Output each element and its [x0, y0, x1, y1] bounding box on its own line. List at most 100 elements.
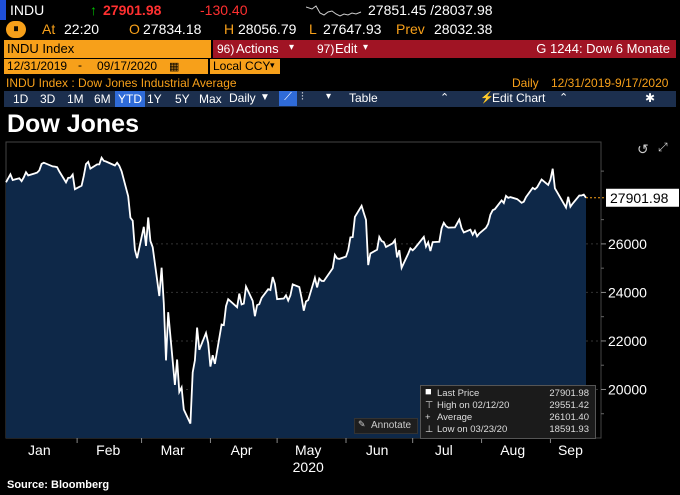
last-price-tag: 27901.98	[610, 190, 669, 206]
series-line	[5, 155, 587, 424]
legend-row: ■ Last Price 27901.98	[425, 386, 591, 400]
date-range-label: 12/31/2019-9/17/2020	[551, 76, 669, 90]
security-field[interactable]: INDU Index	[4, 40, 211, 58]
y-tick-label: 26000	[608, 236, 647, 252]
line-chart-icon[interactable]: ⟋	[279, 91, 297, 106]
chart-legend: ■ Last Price 27901.98 ⊤ High on 02/12/20 2955…	[420, 385, 596, 439]
y-tick-label: 20000	[608, 381, 647, 397]
legend-label: Average	[437, 412, 473, 423]
undo-icon[interactable]: ↺	[637, 141, 649, 157]
function-bar: 96) Actions ▾ 97) Edit ▾ G 1244: Dow 6 M…	[213, 40, 676, 58]
range-button-6m[interactable]: 6M	[94, 92, 111, 106]
range-button-1d[interactable]: 1D	[13, 92, 29, 106]
legend-marker: +	[425, 412, 431, 423]
range-button-1m[interactable]: 1M	[67, 92, 84, 106]
actions-menu[interactable]: Actions	[236, 41, 279, 56]
expand-icon[interactable]: ⌃	[559, 92, 569, 104]
day-range: 27851.45 /28037.98	[368, 2, 493, 18]
prev-label: Prev	[396, 21, 425, 37]
x-tick-label: Jun	[366, 442, 389, 458]
actions-dropdown-icon[interactable]: ▾	[289, 42, 295, 53]
chart-title: Dow Jones	[7, 110, 139, 138]
high-label: H	[224, 21, 235, 37]
y-tick-label: 22000	[608, 333, 647, 349]
fullscreen-icon[interactable]: ⤢	[658, 140, 668, 154]
annotate-button[interactable]: ✎ Annotate	[354, 418, 418, 434]
x-tick-label: May	[295, 442, 321, 458]
description-row: INDU Index : Dow Jones Industrial Averag…	[0, 75, 680, 91]
quote-time: 22:20	[64, 21, 100, 37]
high-value: 28056.79	[238, 21, 297, 37]
range-button-5y[interactable]: 5Y	[175, 92, 190, 106]
x-tick-label: Jul	[435, 442, 453, 458]
range-button-3d[interactable]: 3D	[40, 92, 56, 106]
low-value: 27647.93	[323, 21, 382, 37]
range-toolbar: 1D 3D 1M 6M YTD 1Y 5Y Max Daily ▼ ⟋ ⫶ ▾ Table ⌃…	[4, 91, 676, 107]
bar-chart-icon[interactable]: ⫶	[301, 91, 304, 103]
x-tick-label: Aug	[500, 442, 525, 458]
open-value: 27834.18	[143, 21, 202, 37]
x-tick-label: Jan	[28, 442, 51, 458]
edit-chart-button[interactable]: Edit Chart	[492, 91, 546, 105]
end-date-field[interactable]: 09/17/2020 ▦	[94, 59, 208, 74]
x-tick-label: Mar	[161, 442, 185, 458]
open-label: O	[129, 21, 140, 37]
up-arrow-icon: ↑	[90, 2, 97, 18]
x-tick-label: Sep	[558, 442, 583, 458]
series-area	[6, 157, 586, 438]
edit-menu[interactable]: Edit	[335, 41, 358, 56]
legend-marker: ⊥	[425, 424, 434, 435]
gp-code: G 1244: Dow 6 Monate	[536, 41, 670, 56]
prev-value: 28032.38	[434, 21, 493, 37]
x-year-label: 2020	[293, 459, 324, 475]
actions-number: 96)	[217, 42, 235, 56]
legend-marker: ⊤	[425, 400, 434, 411]
legend-label: Low on 03/23/20	[437, 424, 508, 435]
currency-dropdown-icon[interactable]: ▾	[270, 60, 275, 70]
settings-gear-icon[interactable]: ✱	[645, 91, 656, 105]
legend-row: + Average 26101.40	[425, 412, 591, 424]
x-tick-label: Apr	[231, 442, 253, 458]
source-note: Source: Bloomberg	[7, 479, 110, 491]
legend-value: 29551.42	[549, 400, 589, 411]
last-price: 27901.98	[103, 2, 162, 18]
range-button-max[interactable]: Max	[199, 92, 222, 106]
legend-marker: ■	[425, 386, 432, 398]
legend-row: ⊤ High on 02/12/20 29551.42	[425, 400, 591, 412]
annotate-icon: ✎	[358, 419, 366, 429]
edit-dropdown-icon[interactable]: ▾	[363, 42, 369, 53]
legend-value: 27901.98	[549, 388, 589, 399]
currency-field[interactable]: Local CCY ▾	[210, 59, 280, 74]
calendar-icon[interactable]: ▦	[169, 61, 180, 73]
periodicity-label: Daily	[512, 76, 539, 90]
price-change: -130.40	[200, 2, 248, 18]
start-date: 12/31/2019	[7, 59, 68, 73]
chart-type-dropdown-icon[interactable]: ▾	[326, 91, 332, 102]
edit-number: 97)	[317, 42, 335, 56]
legend-value: 26101.40	[549, 412, 589, 423]
range-button-ytd[interactable]: YTD	[115, 91, 145, 107]
quote-detail-row: ⏸ At 22:20 O 27834.18 H 28056.79 L 27647…	[0, 20, 680, 40]
range-button-1y[interactable]: 1Y	[147, 92, 162, 106]
legend-row: ⊥ Low on 03/23/20 18591.93	[425, 424, 591, 436]
legend-label: High on 02/12/20	[437, 400, 510, 411]
y-tick-label: 24000	[608, 284, 647, 300]
currency: Local CCY	[213, 59, 271, 73]
at-label: At	[42, 21, 56, 37]
date-separator: -	[70, 58, 94, 74]
ticker-symbol[interactable]: INDU	[10, 2, 45, 18]
collapse-icon[interactable]: ⌃	[440, 92, 450, 104]
security-field-label: INDU Index	[7, 41, 75, 56]
table-button[interactable]: Table	[349, 91, 378, 105]
low-label: L	[309, 21, 317, 37]
periodicity-select[interactable]: Daily	[229, 91, 256, 105]
start-date-field[interactable]: 12/31/2019	[4, 59, 70, 74]
ticker-marker	[0, 0, 6, 20]
x-tick-label: Feb	[96, 442, 120, 458]
pause-icon[interactable]: ⏸	[6, 21, 26, 38]
legend-value: 18591.93	[549, 424, 589, 435]
legend-label: Last Price	[437, 388, 480, 399]
edit-chart-icon[interactable]: ⚡	[480, 92, 494, 104]
periodicity-dropdown-icon[interactable]: ▼	[260, 92, 270, 103]
